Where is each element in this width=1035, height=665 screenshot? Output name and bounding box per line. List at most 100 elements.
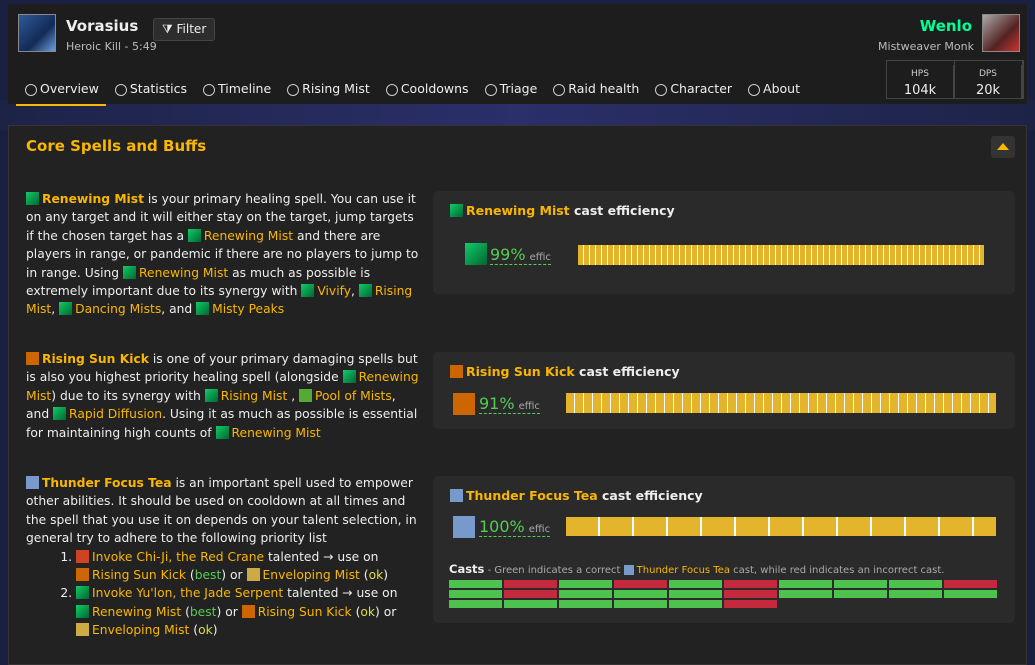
text: Vivify: [317, 284, 352, 299]
ic: [76, 623, 89, 637]
text: as much as possible is extremely importa…: [26, 265, 371, 299]
cast-cell: [889, 590, 942, 598]
tab[interactable]: About: [739, 78, 807, 106]
text: , and: [161, 302, 197, 317]
text: Rising Sun Kick: [92, 568, 186, 583]
text: Misty Peaks: [212, 302, 285, 317]
ic: [76, 549, 89, 563]
panel-text: Renewing Mist is your primary healing sp…: [26, 190, 421, 319]
text: Thunder Focus Tea: [636, 565, 730, 576]
text: Thunder Focus Tea: [466, 488, 598, 503]
text: Rapid Diffusion: [69, 407, 163, 422]
filter-button[interactable]: ⧩ Filter: [153, 18, 216, 41]
cast-cell: [559, 590, 612, 598]
text: - Green indicates a correct: [484, 565, 624, 576]
pc: 99% effic: [490, 245, 551, 265]
ic: [450, 204, 463, 217]
text: (: [181, 604, 190, 619]
cast-cell: [614, 580, 667, 588]
player-avatar: [982, 14, 1020, 52]
stat-value: 20k: [955, 79, 1022, 98]
efficiency-card: Renewing Mist cast efficiency 99% effic: [433, 191, 1015, 294]
text: 91%: [479, 394, 515, 413]
kill-info: Heroic Kill - 5:49: [66, 40, 157, 53]
boss-avatar: [18, 14, 56, 52]
stats: HPS 104k DPS 20k: [886, 60, 1024, 99]
tab[interactable]: Cooldowns: [377, 78, 476, 106]
text: ,: [51, 302, 60, 317]
text: ): [383, 568, 389, 583]
tabs: Overview Statistics Timeline Rising Mist Coo…: [16, 78, 807, 106]
text: Rising Mist: [26, 284, 413, 317]
cast-cell: [449, 600, 502, 608]
text: ): [212, 623, 218, 638]
text: Rising Sun Kick: [42, 352, 149, 366]
text: talented → use on: [264, 549, 379, 564]
cast-cell: [724, 600, 777, 608]
tab[interactable]: Rising Mist: [278, 78, 377, 106]
ic: [453, 516, 475, 538]
bar: [578, 245, 984, 265]
cast-cell: [889, 580, 942, 588]
item: Invoke Yu'lon, the Jade Serpent talented…: [76, 584, 421, 639]
cast-cell: [944, 590, 997, 598]
text: is your primary healing spell. You can u…: [26, 192, 416, 243]
ic: [76, 604, 89, 618]
ic: [342, 370, 356, 384]
collapse-button[interactable]: [991, 136, 1015, 158]
tab[interactable]: Triage: [476, 78, 545, 106]
text: effic: [529, 252, 551, 263]
text: Renewing Mist: [466, 203, 570, 218]
ic: [196, 302, 210, 316]
ic: [453, 393, 475, 415]
tab[interactable]: Timeline: [194, 78, 278, 106]
tab[interactable]: Overview: [16, 78, 106, 106]
ic: [123, 265, 137, 279]
filter-label: Filter: [176, 22, 207, 36]
header: Vorasius Heroic Kill - 5:49 ⧩ Filter Wen…: [8, 4, 1027, 106]
text: Invoke Chi-Ji, the Red Crane: [92, 549, 265, 564]
bar: [566, 517, 996, 536]
text: ok: [360, 604, 376, 619]
text: cast efficiency: [574, 364, 680, 379]
tab[interactable]: Raid health: [544, 78, 646, 106]
text: ) or: [375, 604, 397, 619]
text: Rising Sun Kick: [466, 364, 575, 379]
cast-cell: [944, 580, 997, 588]
boss-name: Vorasius: [66, 17, 139, 35]
panel-text: Rising Sun Kick is one of your primary d…: [26, 350, 421, 442]
text: 99%: [490, 245, 526, 264]
cast-cell: [669, 580, 722, 588]
text: 100%: [479, 517, 525, 536]
tab[interactable]: Statistics: [106, 78, 194, 106]
text: Renewing Mist: [139, 265, 229, 280]
pc: 100% effic: [479, 517, 551, 537]
text: Enveloping Mist: [262, 568, 360, 583]
text: (: [351, 604, 361, 619]
efficiency-card: Thunder Focus Tea cast efficiency 100% ef…: [433, 476, 1015, 623]
text: ) due to its synergy with: [51, 388, 205, 403]
cast-grid: [449, 580, 997, 608]
text: best: [194, 568, 222, 583]
text: cast, while red indicates an incorrect c…: [730, 565, 945, 576]
ic: [26, 352, 39, 365]
ic: [187, 228, 201, 242]
cast-cell: [504, 580, 557, 588]
cast-cell: [449, 590, 502, 598]
stat-label: DPS: [955, 65, 1022, 79]
cast-cell: [614, 590, 667, 598]
tab[interactable]: Character: [646, 78, 739, 106]
ic: [26, 192, 39, 205]
ic: [204, 388, 218, 402]
text: Pool of Mists: [315, 388, 392, 403]
text: Renewing Mist: [42, 192, 144, 206]
ic: [301, 284, 315, 298]
ic: [450, 365, 463, 378]
text: Renewing Mist: [92, 604, 182, 619]
text: Dancing Mists: [75, 302, 162, 317]
ic: [76, 586, 89, 600]
cast-cell: [724, 590, 777, 598]
text: Renewing Mist: [203, 228, 294, 243]
ic: [450, 489, 463, 502]
pc: 91% effic: [479, 394, 540, 414]
